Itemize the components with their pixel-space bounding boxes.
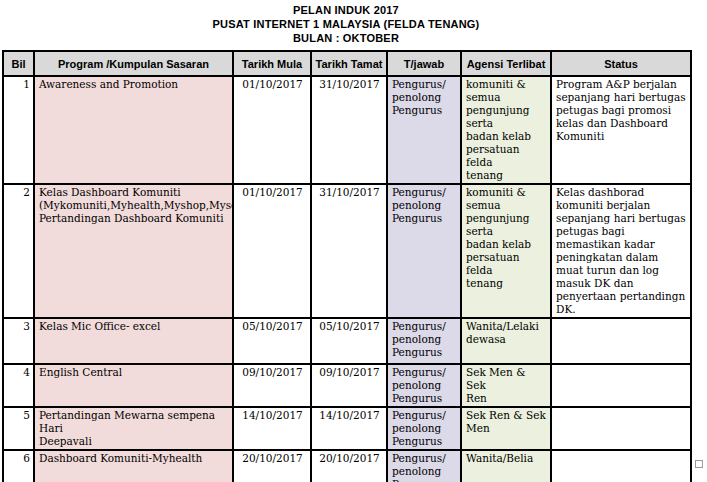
cell-bil: 3 [3,318,34,364]
table-row: 3Kelas Mic Office- excel05/10/201705/10/… [3,318,691,364]
cell-status: Kelas dashborad komuniti berjalan sepanj… [551,184,691,318]
cell-tjawab: Pengurus/ penolong Pengurus [387,364,461,407]
cell-bil: 5 [3,407,34,450]
cell-tjawab: Pengurus/ penolong Pengurus [387,318,461,364]
column-header-program: Program /Kumpulan Sasaran [34,51,233,76]
column-header-agensi: Agensi Terlibat [461,51,551,76]
table-row: 1Awareness and Promotion01/10/201731/10/… [3,76,691,184]
column-header-tjawab: T/jawab [387,51,461,76]
cell-mula: 20/10/2017 [233,450,311,482]
schedule-table: BilProgram /Kumpulan SasaranTarikh MulaT… [2,50,692,482]
cell-tamat: 31/10/2017 [311,76,387,184]
column-header-bil: Bil [3,51,34,76]
cell-status: Program A&P berjalan sepanjang hari bert… [551,76,691,184]
document-page: PELAN INDUK 2017 PUSAT INTERNET 1 MALAYS… [0,0,707,482]
cell-program: Dashboard Komuniti-Myhealth [34,450,233,482]
title-plan: PELAN INDUK 2017 [0,3,692,17]
cell-bil: 1 [3,76,34,184]
cell-tjawab: Pengurus/ penolong Pengurus [387,76,461,184]
cell-tamat: 09/10/2017 [311,364,387,407]
column-header-tamat: Tarikh Tamat [311,51,387,76]
cell-tamat: 20/10/2017 [311,450,387,482]
column-header-mula: Tarikh Mula [233,51,311,76]
cell-mula: 05/10/2017 [233,318,311,364]
cell-agensi: Sek Men & Sek Ren [461,364,551,407]
table-corner-marker-icon [695,460,703,468]
cell-status [551,364,691,407]
cell-bil: 2 [3,184,34,318]
cell-status [551,407,691,450]
cell-tjawab: Pengurus/ penolong Pengurus [387,407,461,450]
table-row: 4English Central09/10/201709/10/2017Peng… [3,364,691,407]
cell-status [551,318,691,364]
title-month: BULAN : OKTOBER [0,31,692,45]
cell-program: Awareness and Promotion [34,76,233,184]
cell-mula: 01/10/2017 [233,184,311,318]
cell-bil: 4 [3,364,34,407]
cell-bil: 6 [3,450,34,482]
cell-program: Kelas Mic Office- excel [34,318,233,364]
table-row: 5Pertandingan Mewarna sempena Hari Deepa… [3,407,691,450]
cell-agensi: komuniti & semua pengunjung serta badan … [461,184,551,318]
table-row: 6Dashboard Komuniti-Myhealth20/10/201720… [3,450,691,482]
cell-agensi: Wanita/Lelaki dewasa [461,318,551,364]
cell-agensi: komuniti & semua pengunjung serta badan … [461,76,551,184]
cell-tamat: 14/10/2017 [311,407,387,450]
cell-tjawab: Pengurus/ penolong Pengurus [387,450,461,482]
cell-mula: 09/10/2017 [233,364,311,407]
cell-program: Pertandingan Mewarna sempena Hari Deepav… [34,407,233,450]
cell-program: Kelas Dashboard Komuniti (Mykomuniti,Myh… [34,184,233,318]
table-row: 2Kelas Dashboard Komuniti (Mykomuniti,My… [3,184,691,318]
cell-agensi: Wanita/Belia [461,450,551,482]
cell-tjawab: Pengurus/ penolong Pengurus [387,184,461,318]
cell-tamat: 05/10/2017 [311,318,387,364]
cell-mula: 14/10/2017 [233,407,311,450]
schedule-table-body: 1Awareness and Promotion01/10/201731/10/… [3,76,691,482]
header-row: BilProgram /Kumpulan SasaranTarikh MulaT… [3,51,691,76]
cell-tamat: 31/10/2017 [311,184,387,318]
document-title-block: PELAN INDUK 2017 PUSAT INTERNET 1 MALAYS… [0,0,692,45]
title-centre: PUSAT INTERNET 1 MALAYSIA (FELDA TENANG) [0,17,692,31]
cell-mula: 01/10/2017 [233,76,311,184]
cell-program: English Central [34,364,233,407]
cell-status [551,450,691,482]
column-header-status: Status [551,51,691,76]
cell-agensi: Sek Ren & Sek Men [461,407,551,450]
